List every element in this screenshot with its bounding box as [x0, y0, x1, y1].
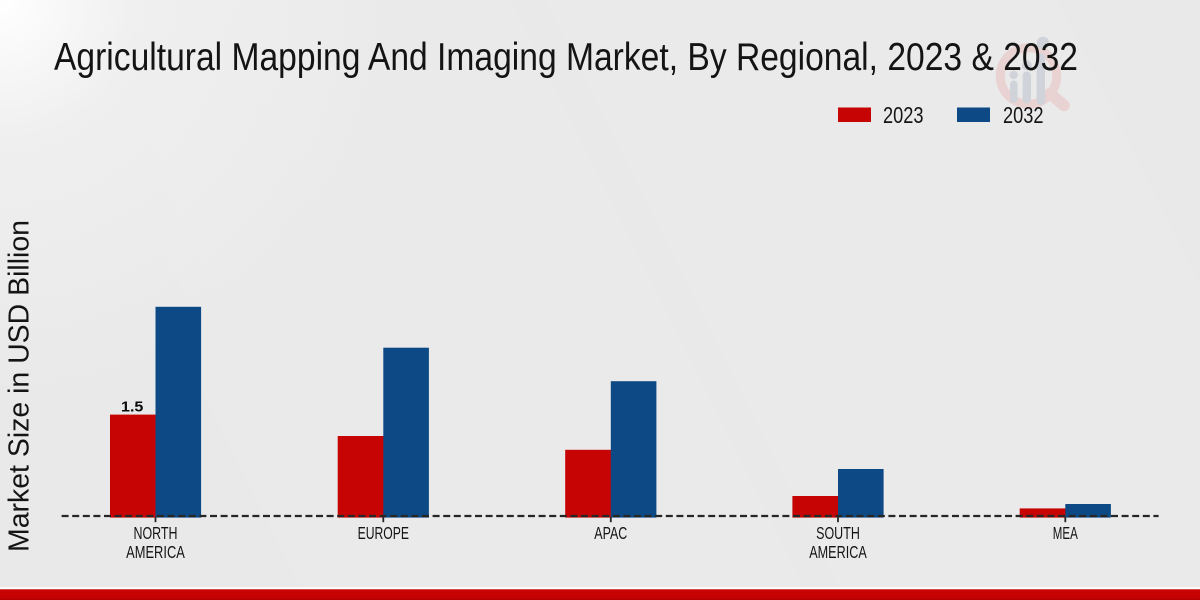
svg-text:EUROPE: EUROPE: [358, 523, 409, 543]
svg-text:NORTH: NORTH: [134, 523, 178, 543]
svg-text:AMERICA: AMERICA: [126, 542, 185, 562]
svg-text:2032: 2032: [1003, 102, 1044, 128]
svg-text:APAC: APAC: [594, 523, 627, 543]
svg-text:1.5: 1.5: [121, 399, 144, 416]
svg-text:MEA: MEA: [1053, 523, 1078, 543]
svg-text:AMERICA: AMERICA: [809, 542, 867, 562]
svg-text:Market Size in USD Billion: Market Size in USD Billion: [4, 220, 36, 552]
svg-text:2023: 2023: [883, 102, 924, 128]
svg-text:SOUTH: SOUTH: [816, 523, 860, 543]
svg-text:Agricultural Mapping And Imagi: Agricultural Mapping And Imaging Market,…: [54, 36, 1078, 79]
